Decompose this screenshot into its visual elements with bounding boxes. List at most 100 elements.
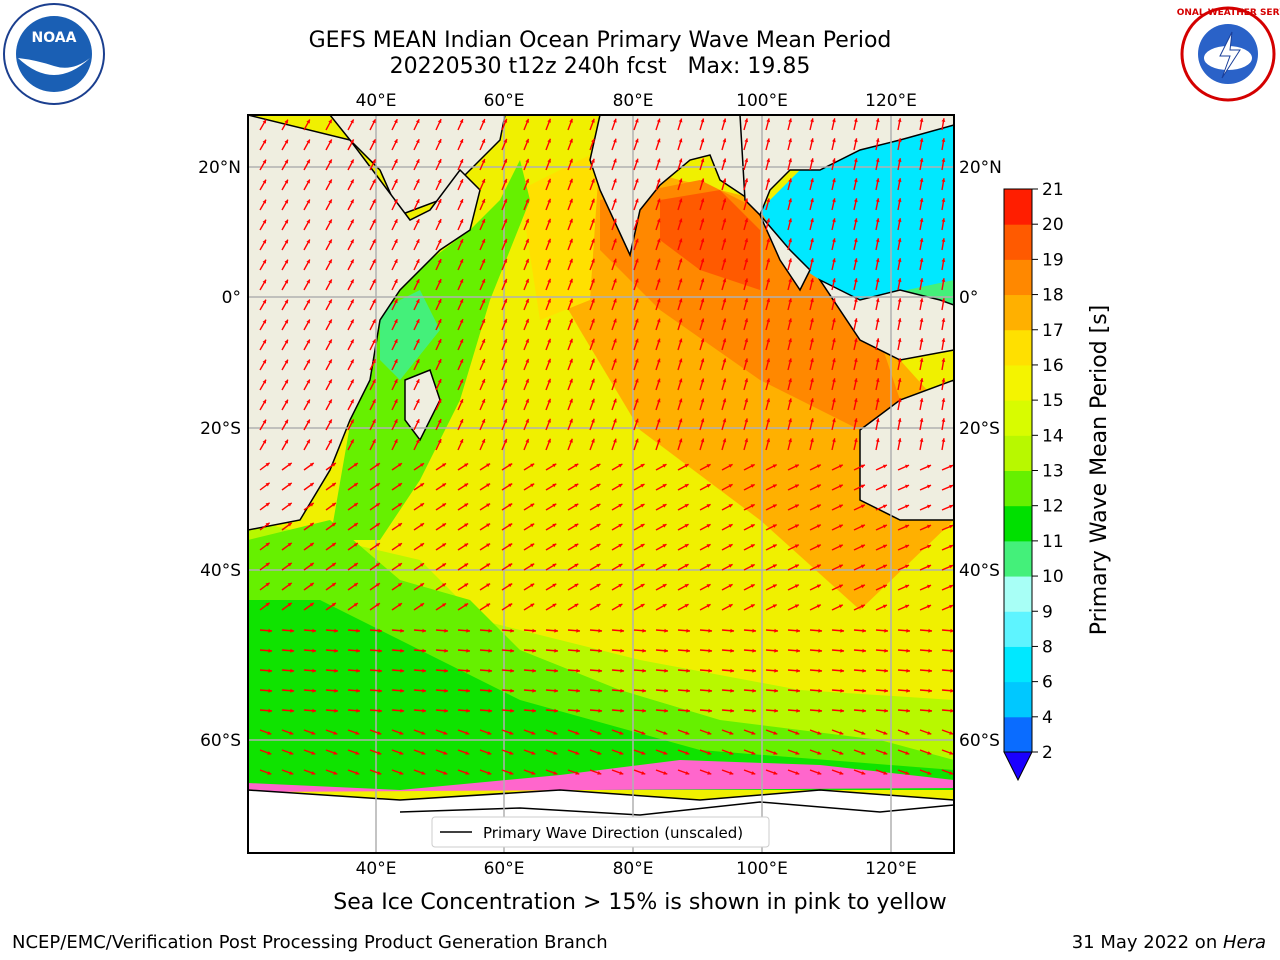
wave-arrow-head	[897, 378, 902, 382]
wave-arrow-head	[459, 319, 464, 323]
wave-arrow-head	[350, 339, 354, 344]
wave-arrow-head	[459, 419, 464, 423]
wave-arrow-head	[810, 258, 814, 263]
wave-arrow-head	[598, 628, 602, 633]
wave-arrow-head	[267, 771, 272, 775]
wave-arrow-head	[415, 299, 420, 304]
wave-arrow-head	[618, 504, 623, 508]
wave-arrow-head	[832, 418, 836, 423]
wave-arrow-head	[487, 751, 492, 755]
chart-title: GEFS MEAN Indian Ocean Primary Wave Mean…	[308, 28, 892, 53]
wave-arrow-head	[334, 708, 338, 713]
wave-arrow-head	[350, 159, 354, 164]
wave-arrow-head	[810, 178, 814, 183]
wave-arrow-head	[919, 438, 924, 442]
wave-arrow-head	[875, 378, 880, 383]
wave-arrow-head	[554, 628, 558, 633]
wave-arrow-head	[766, 198, 771, 203]
wave-arrow-head	[678, 418, 683, 423]
wave-arrow-head	[284, 399, 288, 404]
wave-arrow-head	[591, 418, 595, 423]
wave-arrow-head	[328, 119, 332, 124]
wave-arrow-head	[853, 398, 858, 403]
wave-arrow-head	[744, 278, 749, 283]
wave-arrow-head	[287, 602, 292, 607]
wave-arrow-head	[459, 179, 464, 183]
noaa-logo-text: NOAA	[32, 30, 77, 46]
wave-arrow-head	[919, 298, 924, 302]
wave-arrow-head	[774, 688, 778, 693]
wave-arrow-head	[838, 504, 843, 509]
wave-arrow-head	[897, 418, 902, 422]
wave-arrow-head	[503, 178, 508, 183]
wave-arrow-head	[642, 668, 646, 673]
wave-arrow-head	[394, 279, 398, 284]
wave-arrow-head	[884, 648, 888, 653]
wave-arrow-head	[838, 484, 843, 489]
wave-arrow-head	[656, 298, 661, 303]
wave-arrow-head	[662, 484, 667, 488]
wave-arrow-head	[919, 318, 924, 322]
wave-arrow-head	[700, 158, 705, 163]
wave-arrow-head	[481, 239, 486, 243]
colorbar-tick-label: 15	[1042, 391, 1064, 411]
wave-arrow-head	[531, 731, 536, 735]
wave-arrow-head	[284, 319, 288, 324]
wave-arrow-head	[420, 603, 424, 607]
wave-arrow-head	[464, 583, 469, 587]
wave-arrow-head	[620, 668, 624, 673]
wave-arrow-head	[875, 278, 880, 283]
wave-arrow-head	[927, 771, 932, 775]
wave-arrow-head	[415, 259, 420, 264]
wave-arrow-head	[331, 563, 336, 567]
wave-arrow-head	[772, 484, 777, 488]
wave-arrow-head	[350, 379, 354, 384]
wave-arrow-head	[503, 358, 508, 363]
wave-arrow-head	[334, 628, 338, 633]
wave-arrow-head	[328, 139, 332, 144]
wave-arrow-head	[875, 178, 880, 183]
wave-arrow-head	[333, 751, 338, 755]
wave-arrow-head	[290, 688, 294, 693]
wave-arrow-head	[862, 688, 866, 693]
map-legend: Primary Wave Direction (unscaled)	[431, 816, 770, 848]
lon-tick-bottom: 100°E	[736, 859, 788, 879]
wave-arrow-head	[862, 628, 866, 633]
wave-arrow-head	[459, 279, 464, 283]
wave-arrow-head	[788, 418, 792, 423]
wave-arrow-head	[486, 463, 491, 468]
wave-arrow-head	[656, 418, 661, 423]
wave-arrow-head	[949, 564, 953, 569]
wave-arrow-head	[950, 708, 954, 713]
wave-arrow-head	[642, 708, 646, 713]
wave-arrow-head	[525, 298, 529, 303]
wave-arrow-head	[766, 178, 771, 183]
wave-arrow-head	[662, 504, 667, 508]
wave-arrow-head	[503, 318, 508, 323]
wave-arrow-head	[744, 118, 749, 123]
wave-arrow-head	[949, 544, 953, 549]
wave-arrow-head	[744, 358, 749, 363]
wave-arrow-head	[486, 483, 491, 488]
wave-arrow-head	[591, 218, 595, 223]
wave-arrow-head	[328, 159, 332, 164]
wave-arrow-head	[394, 219, 398, 224]
wave-arrow-head	[884, 628, 888, 633]
wave-arrow-head	[634, 118, 639, 123]
wave-arrow-head	[569, 298, 573, 303]
wave-arrow-head	[853, 418, 858, 423]
wave-arrow-head	[596, 524, 601, 528]
wave-arrow-head	[284, 419, 288, 424]
wave-arrow-head	[290, 708, 294, 713]
wave-arrow-head	[481, 159, 486, 163]
wave-arrow-head	[569, 138, 573, 143]
graticule	[248, 115, 954, 853]
period-zone-west	[330, 160, 530, 540]
wave-arrow-head	[678, 238, 683, 243]
wave-arrow-head	[576, 688, 580, 693]
wave-arrow-head	[766, 358, 771, 363]
wave-arrow-head	[816, 464, 821, 468]
wave-arrow-head	[397, 503, 402, 507]
wave-arrow-head	[481, 199, 486, 203]
wave-arrow-head	[949, 751, 954, 755]
